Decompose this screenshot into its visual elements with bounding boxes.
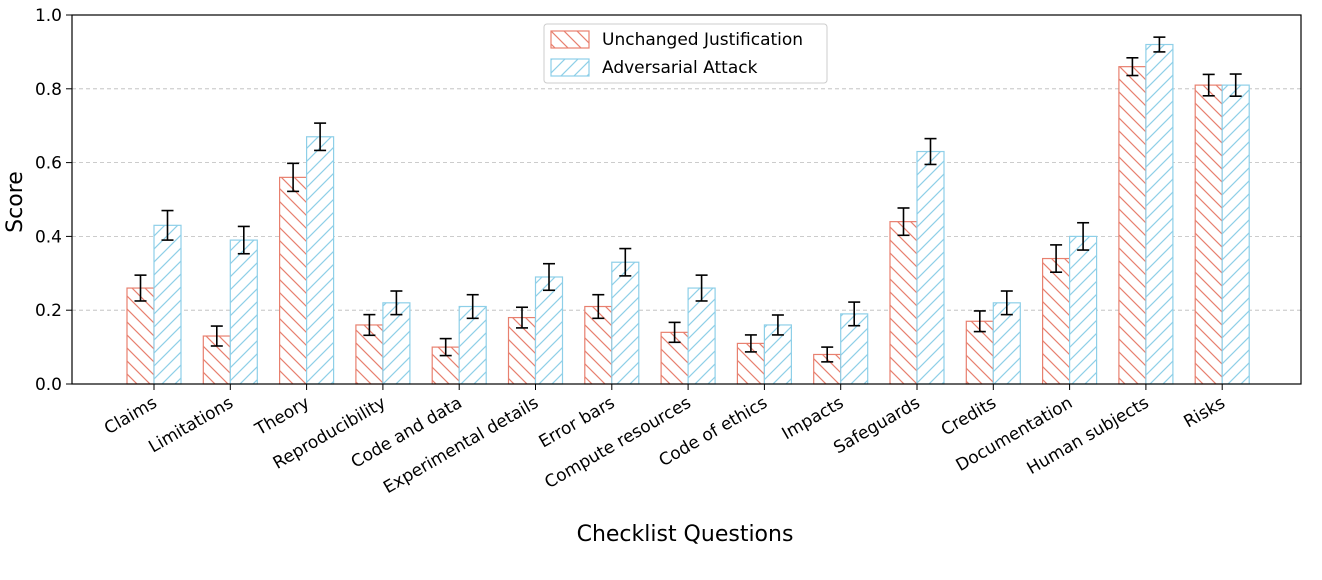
- error-bars: [134, 36, 1242, 363]
- y-tick-label: 0.8: [35, 80, 62, 100]
- x-tick-label: Compute resources: [541, 393, 694, 493]
- legend-frame: [543, 23, 828, 84]
- x-tick-label: Safeguards: [830, 393, 923, 458]
- bar-adversarial: [1145, 43, 1174, 385]
- bar-unchanged: [1194, 84, 1223, 385]
- legend-label-adversarial: Adversarial Attack: [602, 58, 758, 78]
- bar-adversarial: [687, 287, 716, 385]
- x-tick-label: Credits: [938, 393, 1000, 440]
- x-tick-label: Claims: [101, 393, 161, 439]
- bar-unchanged: [1041, 257, 1071, 385]
- legend: Unchanged Justification Adversarial Atta…: [543, 23, 828, 84]
- bar-adversarial: [611, 261, 640, 385]
- bar-adversarial: [534, 276, 564, 385]
- bar-adversarial: [382, 302, 411, 385]
- y-tick-label: 1.0: [35, 6, 62, 26]
- bar-unchanged: [1118, 66, 1147, 385]
- y-axis-label: Score: [3, 171, 28, 233]
- bar-unchanged: [584, 305, 613, 385]
- plot-area-frame: [71, 14, 1302, 385]
- bar-adversarial: [1221, 84, 1250, 385]
- y-tick-label: 0.0: [35, 375, 62, 395]
- bar-unchanged: [889, 221, 918, 385]
- y-tick-label: 0.6: [35, 154, 62, 174]
- bar-unchanged: [126, 287, 155, 385]
- y-tick-label: 0.4: [35, 227, 62, 247]
- bars: [126, 43, 1250, 385]
- legend-label-unchanged: Unchanged Justification: [602, 30, 803, 50]
- y-axis-ticks: 0.0 0.2 0.4 0.6 0.8 1.0: [35, 6, 72, 395]
- x-tick-label: Limitations: [145, 393, 237, 457]
- x-tick-label: Theory: [251, 393, 313, 440]
- legend-swatch-unchanged: [550, 30, 590, 49]
- bar-adversarial: [916, 150, 945, 385]
- bar-adversarial: [1068, 235, 1098, 385]
- x-tick-label: Risks: [1181, 393, 1229, 432]
- x-axis-label: Checklist Questions: [577, 522, 794, 547]
- bar-adversarial: [153, 224, 182, 385]
- bar-unchanged: [279, 176, 308, 385]
- legend-swatch-adversarial: [550, 58, 590, 77]
- bar-adversarial: [306, 136, 335, 385]
- y-tick-label: 0.2: [35, 301, 62, 321]
- bar-adversarial: [229, 239, 258, 385]
